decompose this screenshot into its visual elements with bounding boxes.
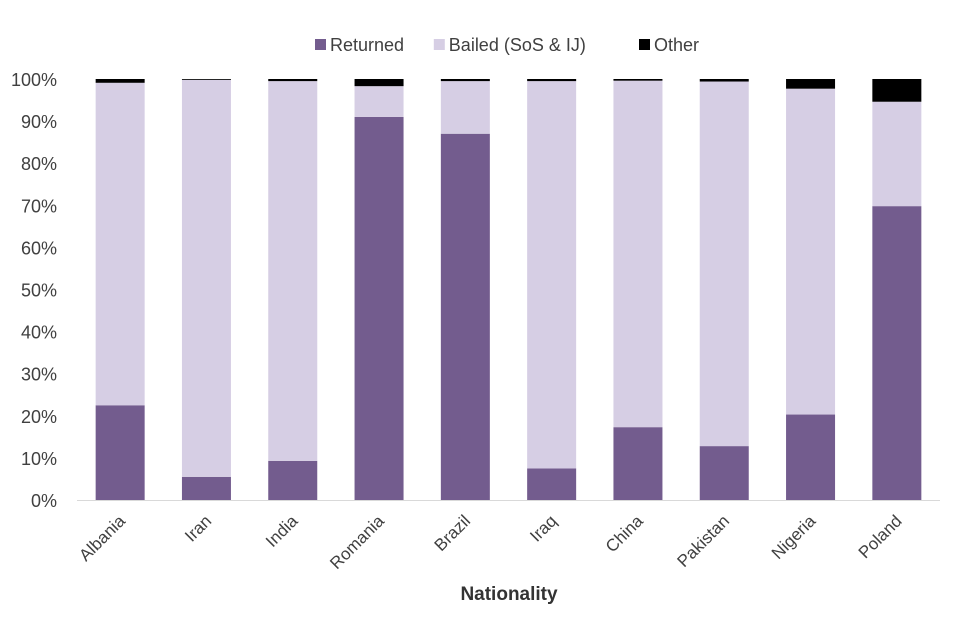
legend-swatch — [433, 39, 445, 50]
x-tick-label: Poland — [855, 511, 906, 562]
bar-returned-pakistan — [699, 446, 749, 500]
legend-item-returned: Returned — [315, 35, 404, 55]
y-tick-label: 40% — [21, 323, 57, 343]
x-tick-label: Nigeria — [768, 511, 820, 563]
y-tick-label: 80% — [21, 154, 57, 174]
bar-bailed-sos-ij-poland — [872, 101, 922, 207]
bar-other-romania — [354, 79, 404, 87]
legend: Returned Bailed (SoS & IJ) Other — [315, 35, 699, 55]
bar-bailed-sos-ij-romania — [354, 86, 404, 117]
y-tick-label: 50% — [21, 281, 57, 301]
y-tick-label: 100% — [11, 70, 57, 90]
bar-returned-iran — [181, 476, 231, 500]
bar-group-albania — [95, 79, 145, 500]
bar-group-iran — [181, 79, 231, 500]
bar-bailed-sos-ij-india — [268, 81, 318, 461]
legend-label: Returned — [330, 35, 404, 55]
y-tick-label: 30% — [21, 365, 57, 385]
x-tick-label: Brazil — [431, 511, 474, 554]
x-tick-label: Iran — [181, 511, 215, 545]
bar-group-india — [268, 79, 318, 500]
bar-other-brazil — [440, 79, 490, 82]
y-tick-label: 10% — [21, 449, 57, 469]
bar-returned-albania — [95, 405, 145, 500]
bar-other-nigeria — [786, 79, 836, 89]
x-tick-label: Albania — [75, 511, 129, 565]
x-tick-label: India — [262, 511, 302, 551]
bar-returned-poland — [872, 206, 922, 500]
bar-group-iraq — [527, 79, 577, 500]
bar-group-nigeria — [786, 79, 836, 500]
bar-other-iraq — [527, 79, 577, 82]
y-tick-label: 0% — [31, 491, 57, 511]
bar-returned-china — [613, 427, 663, 500]
bar-other-iran — [181, 79, 231, 80]
y-tick-label: 90% — [21, 112, 57, 132]
y-tick-label: 20% — [21, 407, 57, 427]
bar-returned-nigeria — [786, 414, 836, 500]
bar-group-china — [613, 79, 663, 500]
legend-label: Other — [654, 35, 699, 55]
bar-other-albania — [95, 79, 145, 83]
bar-returned-india — [268, 460, 318, 500]
x-tick-label: Iraq — [526, 511, 560, 545]
x-tick-label: Pakistan — [674, 511, 734, 571]
bar-group-romania — [354, 79, 404, 500]
legend-item-bailed-sos-ij: Bailed (SoS & IJ) — [433, 35, 586, 55]
bar-bailed-sos-ij-iraq — [527, 81, 577, 469]
bar-other-india — [268, 79, 318, 82]
bar-other-china — [613, 79, 663, 81]
y-tick-label: 60% — [21, 238, 57, 258]
bar-returned-iraq — [527, 468, 577, 500]
bar-other-pakistan — [699, 79, 749, 82]
x-axis: Albania Iran India Romania Brazil Iraq China Pa… — [75, 511, 905, 573]
x-tick-label: Romania — [326, 511, 388, 573]
bar-other-poland — [872, 79, 922, 102]
bar-bailed-sos-ij-pakistan — [699, 81, 749, 447]
bar-bailed-sos-ij-nigeria — [786, 88, 836, 415]
y-axis: 0% 10% 20% 30% 40% 50% 60% 70% 80% 90% 100% — [11, 70, 57, 511]
bar-group-poland — [872, 79, 922, 500]
bar-group-pakistan — [699, 79, 749, 500]
bar-bailed-sos-ij-china — [613, 80, 663, 428]
legend-swatch — [639, 39, 650, 50]
legend-label: Bailed (SoS & IJ) — [449, 35, 586, 55]
x-tick-label: China — [602, 511, 647, 556]
x-axis-title: Nationality — [460, 584, 558, 605]
bar-returned-romania — [354, 116, 404, 500]
bar-bailed-sos-ij-iran — [181, 79, 231, 477]
bar-group-brazil — [440, 79, 490, 501]
legend-item-other: Other — [639, 35, 699, 55]
y-tick-label: 70% — [21, 196, 57, 216]
bar-returned-brazil — [440, 133, 490, 501]
bar-bailed-sos-ij-albania — [95, 82, 145, 406]
bars — [95, 79, 922, 501]
legend-swatch — [315, 39, 326, 50]
bar-bailed-sos-ij-brazil — [440, 81, 490, 134]
